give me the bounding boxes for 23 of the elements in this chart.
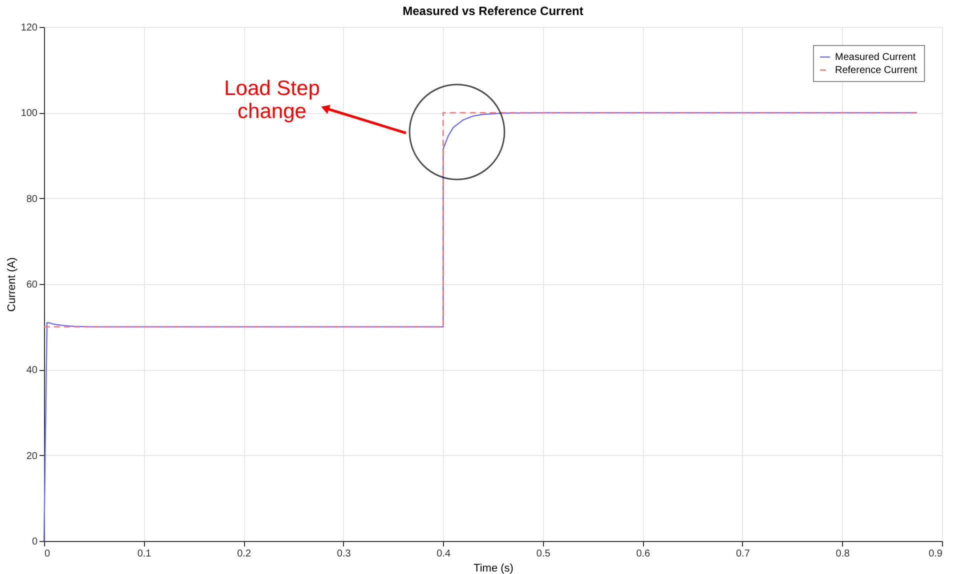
- x-tick-label: 0.9: [928, 548, 943, 560]
- x-axis-title: Time (s): [474, 562, 514, 574]
- y-tick-label: 120: [20, 22, 38, 34]
- x-tick-label: 0.6: [636, 548, 651, 560]
- x-tick-label: 0.4: [436, 548, 451, 560]
- y-axis-title: Current (A): [6, 257, 18, 312]
- legend-label: Reference Current: [835, 65, 918, 76]
- x-tick-label: 0.7: [736, 548, 750, 560]
- y-tick-label: 0: [32, 536, 38, 548]
- x-tick-label: 0.8: [836, 548, 850, 560]
- y-tick-label: 80: [26, 194, 38, 205]
- chart-title: Measured vs Reference Current: [402, 4, 584, 18]
- x-tick-label: 0: [44, 548, 50, 560]
- x-tick-label: 0.3: [336, 548, 352, 560]
- legend-label: Measured Current: [835, 52, 916, 63]
- x-tick-label: 0.1: [137, 548, 152, 560]
- y-tick-label: 40: [26, 365, 38, 376]
- y-tick-label: 20: [26, 450, 38, 462]
- x-tick-label: 0.2: [237, 548, 252, 560]
- x-tick-label: 0.5: [536, 548, 551, 560]
- annotation: Load Step change: [224, 77, 320, 123]
- y-tick-label: 100: [20, 108, 38, 120]
- y-tick-label: 60: [26, 280, 38, 290]
